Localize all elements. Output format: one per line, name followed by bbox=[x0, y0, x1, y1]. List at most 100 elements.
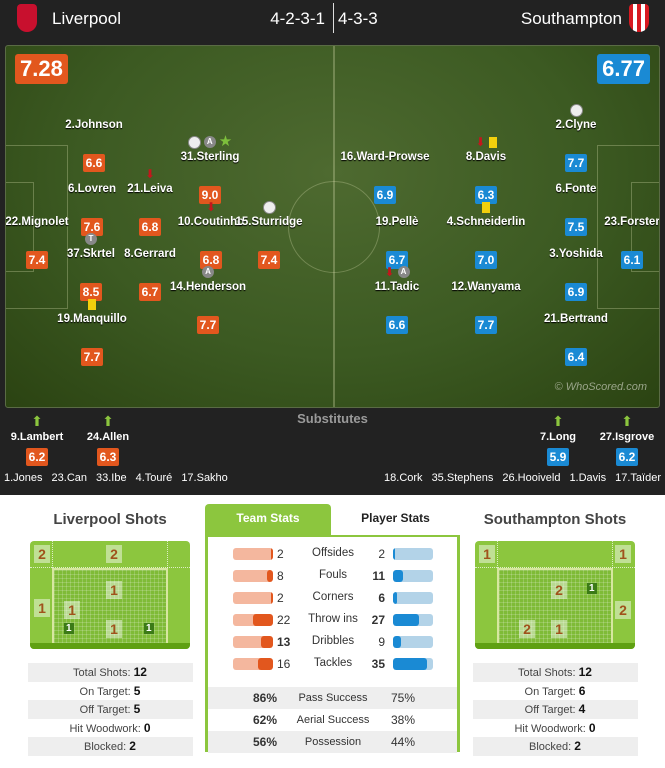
player-home[interactable]: A 14.Henderson 7.7 bbox=[153, 264, 263, 334]
away-stat-fill bbox=[393, 658, 427, 670]
home-bench: 1.Jones 23.Can 33.Ibe 4.Touré 17.Sakho bbox=[4, 472, 237, 484]
team-stat-row: 2 Corners 6 bbox=[208, 588, 457, 608]
player-rating: 7.0 bbox=[475, 251, 497, 269]
sub-player[interactable]: ⬆ 27.Isgrove 6.2 bbox=[587, 414, 665, 466]
player-name: 16.Ward-Prowse bbox=[340, 151, 430, 163]
player-name: 12.Wanyama bbox=[451, 281, 521, 293]
player-home[interactable]: ⬇ 10.Coutinho 6.8 bbox=[156, 199, 266, 269]
subout-icon: ⬇ bbox=[384, 265, 395, 279]
player-home[interactable]: 2.Johnson 6.6 bbox=[39, 102, 149, 172]
stat-label: Dribbles bbox=[311, 635, 355, 647]
player-away[interactable]: 3.Yoshida 6.9 bbox=[521, 231, 631, 301]
sub-player[interactable]: ⬆ 7.Long 5.9 bbox=[518, 414, 598, 466]
bench-player[interactable]: 4.Touré bbox=[135, 472, 173, 484]
player-name: 37.Skrtel bbox=[67, 248, 115, 260]
home-team-name[interactable]: Liverpool bbox=[52, 9, 121, 28]
sub-player-name: 9.Lambert bbox=[10, 431, 64, 443]
player-rating: 8.5 bbox=[80, 283, 102, 301]
player-away[interactable]: 6.Fonte 7.5 bbox=[521, 166, 631, 236]
away-stat-fill bbox=[393, 548, 395, 560]
bench-player[interactable]: 1.Jones bbox=[4, 472, 43, 484]
player-home[interactable]: 6.Lovren 7.6 bbox=[37, 166, 147, 236]
player-home[interactable]: 22.Mignolet 7.4 bbox=[5, 199, 92, 269]
player-away[interactable]: 16.Ward-Prowse 6.9 bbox=[330, 134, 440, 204]
player-name: 4.Schneiderlin bbox=[446, 216, 526, 228]
away-stat-fill bbox=[393, 614, 419, 626]
player-name: 22.Mignolet bbox=[5, 216, 69, 228]
away-stat-fill bbox=[393, 570, 403, 582]
whoscored-watermark: © WhoScored.com bbox=[554, 381, 647, 393]
shot-zone-count: 1 bbox=[479, 545, 495, 563]
player-away[interactable]: 4.Schneiderlin 7.0 bbox=[431, 199, 541, 269]
player-rating: 6.1 bbox=[621, 251, 643, 269]
team-stat-row: 8 Fouls 11 bbox=[208, 566, 457, 586]
match-header: Liverpool 4-2-3-1 4-3-3 Southampton bbox=[0, 0, 665, 40]
away-team-name[interactable]: Southampton bbox=[520, 9, 622, 28]
player-home[interactable]: A ★ 31.Sterling 9.0 bbox=[155, 134, 265, 204]
shot-zone-count: 2 bbox=[519, 620, 535, 638]
player-rating: 6.9 bbox=[374, 186, 396, 204]
player-away[interactable]: ⬇ 8.Davis 6.3 bbox=[431, 134, 541, 204]
percentage-row: 56% Possession 44% bbox=[208, 731, 457, 753]
goal-ball-icon: 1 bbox=[64, 623, 74, 634]
player-rating: 6.8 bbox=[139, 218, 161, 236]
player-event-icons bbox=[37, 296, 147, 312]
sub-player[interactable]: ⬆ 24.Allen 6.3 bbox=[68, 414, 148, 466]
bench-player[interactable]: 18.Cork bbox=[384, 472, 423, 484]
player-name: 8.Davis bbox=[465, 151, 507, 163]
tab-player-stats[interactable]: Player Stats bbox=[361, 511, 430, 525]
away-stat-fill bbox=[393, 592, 397, 604]
player-event-icons: T bbox=[36, 231, 146, 247]
bench-player[interactable]: 17.Sakho bbox=[181, 472, 228, 484]
player-away[interactable]: 21.Bertrand 6.4 bbox=[521, 296, 631, 366]
bench-player[interactable]: 17.Taïder bbox=[615, 472, 661, 484]
player-event-icons bbox=[214, 199, 324, 215]
away-stat-bar bbox=[393, 614, 433, 626]
away-stat-value: 9 bbox=[378, 635, 385, 649]
bench-player[interactable]: 1.Davis bbox=[569, 472, 607, 484]
player-home[interactable]: 15.Sturridge 7.4 bbox=[214, 199, 324, 269]
team-stat-row: 13 Dribbles 9 bbox=[208, 632, 457, 652]
bench-player[interactable]: 23.Can bbox=[51, 472, 88, 484]
player-name: 19.Manquillo bbox=[57, 313, 127, 325]
player-away[interactable]: 23.Forster 6.1 bbox=[577, 199, 659, 269]
player-name: 14.Henderson bbox=[169, 281, 247, 293]
away-team-rating: 6.77 bbox=[597, 54, 650, 84]
sub-in-arrow-icon: ⬆ bbox=[102, 413, 114, 429]
away-stat-bar bbox=[393, 636, 433, 648]
player-home[interactable]: 8.Gerrard 6.7 bbox=[95, 231, 205, 301]
home-formation: 4-2-3-1 bbox=[270, 9, 325, 28]
player-away[interactable]: 19.Pellè 6.7 bbox=[342, 199, 452, 269]
player-home[interactable]: T 37.Skrtel 8.5 bbox=[36, 231, 146, 301]
player-home[interactable]: 19.Manquillo 7.7 bbox=[37, 296, 147, 366]
tab-team-stats[interactable]: Team Stats bbox=[205, 504, 331, 535]
away-stat-bar bbox=[393, 548, 433, 560]
away-shot-stats: Total Shots: 12 On Target: 6 Off Target:… bbox=[472, 663, 638, 756]
away-penalty-area bbox=[597, 145, 659, 309]
bench-player[interactable]: 33.Ibe bbox=[96, 472, 127, 484]
bench-player[interactable]: 35.Stephens bbox=[431, 472, 494, 484]
player-away[interactable]: ⬇ A 11.Tadic 6.6 bbox=[342, 264, 452, 334]
home-stat-value: 22 bbox=[277, 613, 291, 627]
away-stat-value: 6 bbox=[378, 591, 385, 605]
player-name: 21.Leiva bbox=[127, 183, 173, 195]
player-rating: 6.9 bbox=[565, 283, 587, 301]
sub-player[interactable]: ⬆ 9.Lambert 6.2 bbox=[0, 414, 77, 466]
player-event-icons bbox=[330, 134, 440, 150]
away-shots-title: Southampton Shots bbox=[483, 511, 627, 528]
player-rating: 7.7 bbox=[197, 316, 219, 334]
goal-ball-icon: 1 bbox=[587, 583, 597, 594]
shot-stat-row: Hit Woodwork: 0 bbox=[69, 720, 151, 735]
bench-player[interactable]: 26.Hooiveld bbox=[502, 472, 561, 484]
player-away[interactable]: 2.Clyne 7.7 bbox=[521, 102, 631, 172]
player-rating: 7.7 bbox=[81, 348, 103, 366]
yellow-icon bbox=[88, 298, 96, 310]
player-name: 31.Sterling bbox=[180, 151, 240, 163]
away-shots-panel: Southampton Shots 1 1 2 2 2 1 1 Total Sh… bbox=[460, 495, 650, 756]
player-event-icons bbox=[521, 296, 631, 312]
player-name: 21.Bertrand bbox=[544, 313, 608, 325]
player-home[interactable]: ⬇ 21.Leiva 6.8 bbox=[95, 166, 205, 236]
shot-zone-count: 1 bbox=[551, 620, 567, 638]
player-name: 15.Sturridge bbox=[235, 216, 303, 228]
player-away[interactable]: 12.Wanyama 7.7 bbox=[431, 264, 541, 334]
